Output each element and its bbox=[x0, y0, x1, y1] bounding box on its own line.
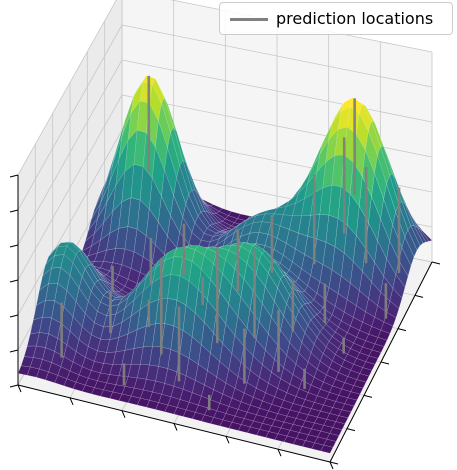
grid-line bbox=[17, 94, 123, 281]
x-tick bbox=[173, 423, 178, 431]
z-tick bbox=[9, 314, 19, 318]
z-tick bbox=[9, 384, 19, 388]
z-tick bbox=[9, 279, 19, 283]
y-tick bbox=[397, 328, 407, 332]
grid-line bbox=[121, 24, 433, 88]
grid-line bbox=[17, 129, 123, 316]
grid-line bbox=[17, 0, 117, 176]
surface-patch bbox=[380, 321, 394, 334]
surface-patch bbox=[320, 444, 334, 454]
surface-patch bbox=[350, 385, 364, 395]
x-tick bbox=[277, 448, 282, 457]
x-tick bbox=[329, 461, 334, 470]
surface-patch bbox=[419, 229, 433, 242]
surface-mesh bbox=[17, 75, 433, 454]
surface-patch bbox=[338, 409, 352, 419]
surface-patch bbox=[377, 329, 391, 341]
x-tick bbox=[225, 436, 230, 444]
legend-line-swatch bbox=[230, 18, 268, 21]
surface-patch bbox=[392, 274, 406, 299]
y-tick bbox=[363, 394, 373, 398]
surface-patch bbox=[389, 287, 403, 309]
legend-label: prediction locations bbox=[276, 9, 434, 28]
axes-ticks bbox=[9, 174, 441, 470]
z-tick bbox=[9, 349, 19, 353]
surface-patch bbox=[416, 226, 430, 243]
surface-patch bbox=[404, 229, 418, 258]
x-tick bbox=[69, 397, 74, 406]
x-tick bbox=[17, 384, 22, 393]
surface-patch bbox=[335, 415, 349, 425]
legend: prediction locations bbox=[219, 2, 453, 35]
surface-patch bbox=[401, 236, 415, 267]
surface-patch bbox=[368, 349, 382, 359]
surface-patch bbox=[407, 225, 421, 251]
y-tick bbox=[414, 294, 424, 298]
y-tick bbox=[346, 428, 356, 432]
y-tick bbox=[329, 461, 339, 465]
x-tick bbox=[121, 410, 126, 418]
z-tick bbox=[9, 209, 19, 213]
surface-patch bbox=[410, 225, 424, 246]
z-tick bbox=[9, 174, 19, 178]
surface-patch bbox=[371, 343, 385, 353]
surface-patch bbox=[413, 225, 427, 244]
grid-line bbox=[17, 59, 123, 246]
y-tick bbox=[380, 361, 390, 365]
z-tick bbox=[9, 244, 19, 248]
surface-patch bbox=[398, 247, 412, 277]
grid-line bbox=[17, 24, 123, 211]
grid-line bbox=[121, 59, 433, 123]
y-tick bbox=[431, 261, 441, 265]
prediction-lines bbox=[60, 75, 401, 411]
